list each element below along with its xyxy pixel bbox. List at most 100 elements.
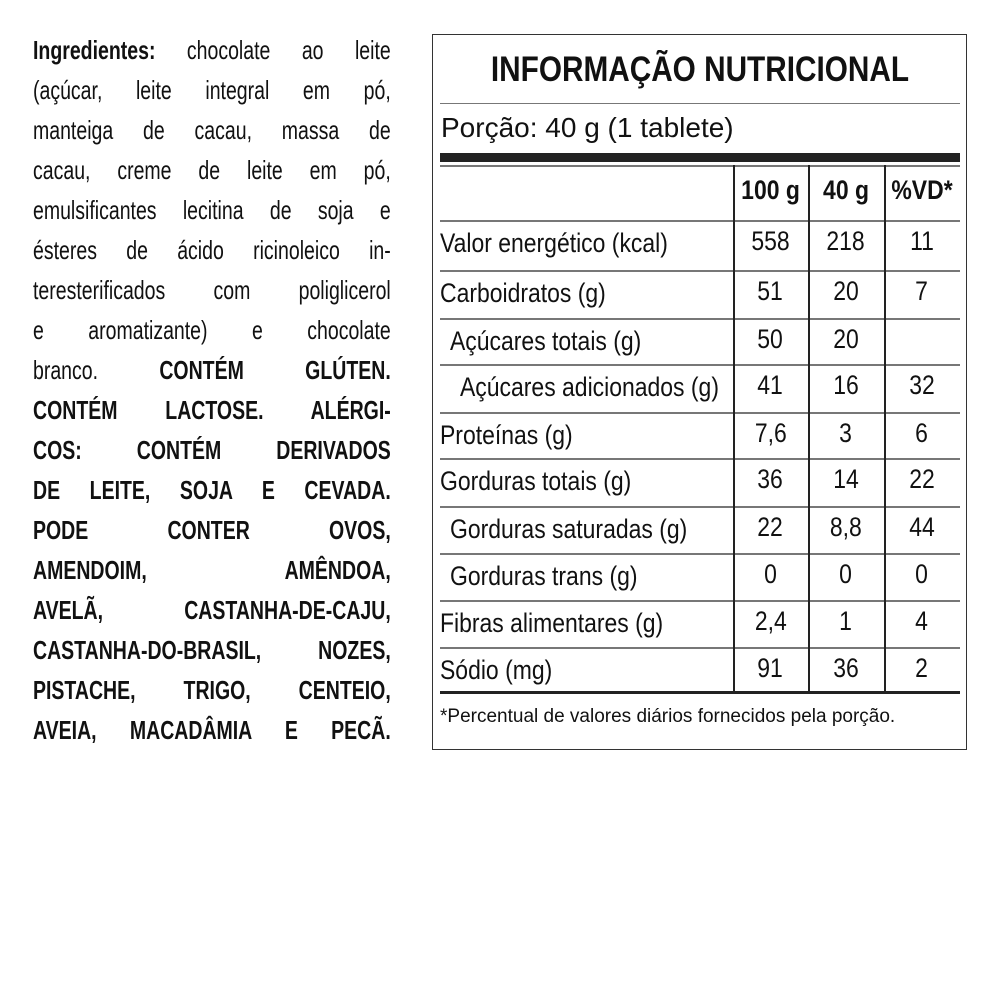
bold-text: AMENDOIM, AMÊNDOA, xyxy=(33,555,391,585)
row-rule xyxy=(440,270,960,272)
nutrition-table xyxy=(432,34,967,750)
cell-value: 20 xyxy=(808,276,884,307)
row-label: Açúcares totais (g) xyxy=(450,326,675,357)
cell-value: 51 xyxy=(733,276,808,307)
text: cacau, creme de leite em pó, xyxy=(33,155,391,185)
cell-value: 36 xyxy=(733,464,808,495)
ingredients: Ingredientes: chocolate ao leite (açúcar,… xyxy=(33,30,391,750)
ingredient-line: e aromatizante) e chocolate xyxy=(33,310,391,350)
bold-text: PISTACHE, TRIGO, CENTEIO, xyxy=(33,675,391,705)
label-text: Proteínas (g) xyxy=(440,420,573,450)
ingredient-line: (açúcar, leite integral em pó, xyxy=(33,70,391,110)
bold-text: CONTÉM GLÚTEN. xyxy=(159,355,391,385)
value-text: 50 xyxy=(757,324,784,354)
ingredient-line: CONTÉM LACTOSE. ALÉRGI- xyxy=(33,390,391,430)
value-text: 0 xyxy=(915,559,929,589)
cell-value: 558 xyxy=(733,226,808,257)
cell-value: 22 xyxy=(733,512,808,543)
header-text: %VD* xyxy=(891,175,953,205)
cell-value: 41 xyxy=(733,370,808,401)
row-rule xyxy=(440,600,960,602)
ingredient-line: AVELÃ, CASTANHA-DE-CAJU, xyxy=(33,590,391,630)
value-text: 0 xyxy=(839,559,853,589)
thin-rule xyxy=(440,103,960,104)
cell-value: 3 xyxy=(808,418,884,449)
cell-value: 1 xyxy=(808,606,884,637)
cell-value: 0 xyxy=(733,559,808,590)
value-text: 2 xyxy=(915,653,929,683)
text: chocolate ao leite xyxy=(155,35,391,65)
cell-value: 7 xyxy=(884,276,960,307)
ingredient-line: CASTANHA-DO-BRASIL, NOZES, xyxy=(33,630,391,670)
value-text: 16 xyxy=(833,370,859,400)
bold-text: AVELÃ, CASTANHA-DE-CAJU, xyxy=(33,595,391,625)
ingredient-line: COS: CONTÉM DERIVADOS xyxy=(33,430,391,470)
column-header: 100 g xyxy=(733,175,808,206)
text: e aromatizante) e chocolate xyxy=(33,315,391,345)
row-label: Açúcares adicionados (g) xyxy=(460,372,765,403)
row-rule xyxy=(440,553,960,555)
row-label: Fibras alimentares (g) xyxy=(440,608,703,639)
ingredient-line: PISTACHE, TRIGO, CENTEIO, xyxy=(33,670,391,710)
value-text: 36 xyxy=(757,464,784,494)
cell-value: 7,6 xyxy=(733,418,808,449)
cell-value: 4 xyxy=(884,606,960,637)
text: (açúcar, leite integral em pó, xyxy=(33,75,391,105)
value-text: 7 xyxy=(915,276,929,306)
text: teresterificados com poliglicerol xyxy=(33,275,391,305)
label-text: Carboidratos (g) xyxy=(440,278,606,308)
label-text: Fibras alimentares (g) xyxy=(440,608,664,638)
row-label: Gorduras trans (g) xyxy=(450,561,671,592)
ingredient-line: PODE CONTER OVOS, xyxy=(33,510,391,550)
value-text: 1 xyxy=(839,606,853,636)
cell-value: 2,4 xyxy=(733,606,808,637)
column-rule xyxy=(733,165,735,692)
value-text: 32 xyxy=(909,370,935,400)
bold-text: DE LEITE, SOJA E CEVADA. xyxy=(33,475,391,505)
value-text: 0 xyxy=(764,559,777,589)
label-text: Gorduras saturadas (g) xyxy=(450,514,688,544)
label-text: Valor energético (kcal) xyxy=(440,228,668,258)
cell-value: 44 xyxy=(884,512,960,543)
row-rule xyxy=(440,165,960,167)
label-text: Açúcares adicionados (g) xyxy=(460,372,719,402)
row-label: Valor energético (kcal) xyxy=(440,228,708,259)
ingredient-line: branco. CONTÉM GLÚTEN. xyxy=(33,350,391,390)
cell-value: 8,8 xyxy=(808,512,884,543)
row-rule xyxy=(440,647,960,649)
bold-text: COS: CONTÉM DERIVADOS xyxy=(33,435,391,465)
row-label: Gorduras saturadas (g) xyxy=(450,514,729,545)
label-text: Gorduras trans (g) xyxy=(450,561,638,591)
value-text: 11 xyxy=(910,226,934,256)
cell-value: 20 xyxy=(808,324,884,355)
row-label: Carboidratos (g) xyxy=(440,278,635,309)
cell-value: 11 xyxy=(884,226,960,257)
cell-value: 50 xyxy=(733,324,808,355)
value-text: 2,4 xyxy=(754,606,787,636)
cell-value: 0 xyxy=(884,559,960,590)
header-text: 40 g xyxy=(823,175,869,205)
value-text: 20 xyxy=(833,324,859,354)
value-text: 44 xyxy=(909,512,935,542)
row-label: Sódio (mg) xyxy=(440,655,572,686)
ingredient-line: Ingredientes: chocolate ao leite xyxy=(33,30,391,70)
ingredient-line: AVEIA, MACADÂMIA E PECÃ. xyxy=(33,710,391,750)
column-rule xyxy=(808,165,810,692)
row-rule xyxy=(440,458,960,460)
ingredient-line: emulsificantes lecitina de soja e xyxy=(33,190,391,230)
value-text: 218 xyxy=(826,226,866,256)
ingredient-line: ésteres de ácido ricinoleico in- xyxy=(33,230,391,270)
ingredient-line: manteiga de cacau, massa de xyxy=(33,110,391,150)
cell-value: 218 xyxy=(808,226,884,257)
label-text: Gorduras totais (g) xyxy=(440,466,632,496)
title-text: INFORMAÇÃO NUTRICIONAL xyxy=(490,50,910,89)
text: emulsificantes lecitina de soja e xyxy=(33,195,391,225)
value-text: 51 xyxy=(757,276,784,306)
bold-text: CONTÉM LACTOSE. ALÉRGI- xyxy=(33,395,391,425)
bold-text: AVEIA, MACADÂMIA E PECÃ. xyxy=(33,715,391,745)
value-text: 22 xyxy=(909,464,935,494)
column-header: 40 g xyxy=(808,175,884,206)
cell-value: 14 xyxy=(808,464,884,495)
row-rule xyxy=(440,364,960,366)
